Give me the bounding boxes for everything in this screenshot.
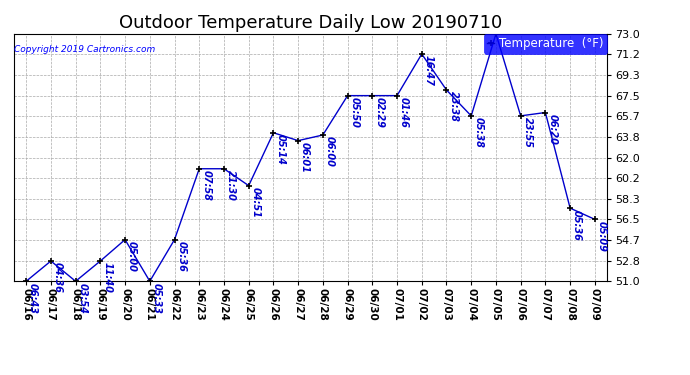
Text: 23:38: 23:38	[448, 92, 458, 122]
Text: 16:47: 16:47	[424, 56, 434, 86]
Title: Outdoor Temperature Daily Low 20190710: Outdoor Temperature Daily Low 20190710	[119, 14, 502, 32]
Text: 06:20: 06:20	[547, 114, 558, 145]
Text: 03:54: 03:54	[77, 283, 88, 314]
Text: 05:38: 05:38	[473, 117, 483, 148]
Text: 05:36: 05:36	[177, 241, 186, 272]
Text: 06:43: 06:43	[28, 283, 38, 314]
Text: 05:00: 05:00	[127, 241, 137, 272]
Text: 06:01: 06:01	[300, 142, 310, 173]
Text: 06:00: 06:00	[325, 136, 335, 167]
Text: 05:33: 05:33	[152, 283, 161, 314]
Text: 05:09: 05:09	[597, 221, 607, 252]
Text: 01:46: 01:46	[399, 97, 409, 128]
Text: 04:36: 04:36	[53, 262, 63, 293]
Text: 05:14: 05:14	[275, 134, 286, 165]
Text: 05:36: 05:36	[572, 210, 582, 240]
Text: 04:51: 04:51	[250, 187, 261, 218]
Text: 05:50: 05:50	[350, 97, 359, 128]
Text: 07:58: 07:58	[201, 170, 211, 201]
Legend: Temperature  (°F): Temperature (°F)	[484, 34, 607, 54]
Text: 02:29: 02:29	[374, 97, 384, 128]
Text: 23:55: 23:55	[522, 117, 533, 148]
Text: Copyright 2019 Cartronics.com: Copyright 2019 Cartronics.com	[14, 45, 155, 54]
Text: 21:30: 21:30	[226, 170, 236, 201]
Text: 11:40: 11:40	[102, 262, 112, 293]
